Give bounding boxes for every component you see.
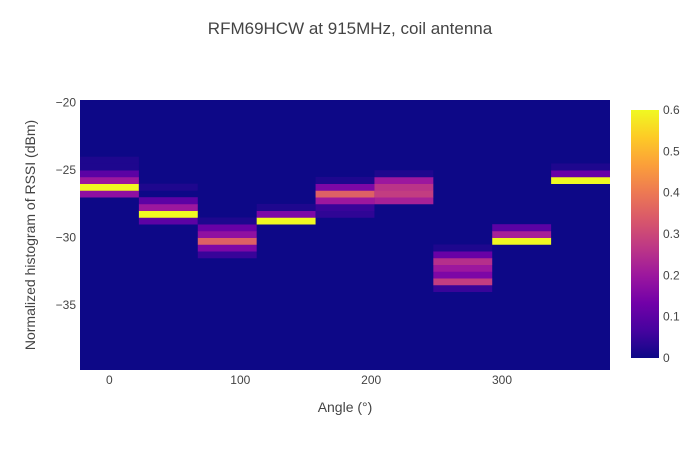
heatmap-cell — [80, 156, 139, 164]
heatmap-cell — [256, 217, 316, 225]
heatmap-cell — [197, 230, 257, 238]
heatmap-cell — [433, 271, 493, 279]
heatmap-cell — [551, 163, 610, 171]
heatmap-cell — [315, 183, 375, 191]
heatmap-cell — [138, 217, 198, 225]
chart-title: RFM69HCW at 915MHz, coil antenna — [208, 19, 493, 38]
heatmap-cell — [197, 244, 257, 252]
y-axis-title: Normalized histogram of RSSI (dBm) — [22, 120, 38, 350]
x-axis-title: Angle (°) — [318, 399, 373, 415]
x-tick-label: 100 — [230, 373, 250, 387]
heatmap-cell — [315, 176, 375, 184]
heatmap-cell — [80, 183, 139, 191]
colorbar-tick-label: 0.6 — [663, 103, 680, 117]
heatmap-cell — [197, 251, 257, 259]
y-tick-label: −30 — [56, 231, 77, 245]
heatmap-cell — [492, 230, 552, 238]
heatmap-cell — [197, 237, 257, 245]
heatmap-cell — [80, 163, 139, 171]
heatmap-cell — [374, 183, 434, 191]
heatmap-cell — [315, 197, 375, 205]
heatmap-cell — [433, 284, 493, 292]
colorbar-tick-label: 0.5 — [663, 144, 680, 158]
colorbar-tick-label: 0 — [663, 351, 670, 365]
heatmap-cells — [80, 156, 610, 292]
x-axis: 0 100 200 300 — [106, 373, 512, 387]
x-tick-label: 0 — [106, 373, 113, 387]
heatmap-cell — [80, 190, 139, 198]
colorbar-tick-label: 0.2 — [663, 268, 680, 282]
colorbar-tick-label: 0.3 — [663, 227, 680, 241]
heatmap-cell — [551, 176, 610, 184]
colorbar-tick-label: 0.4 — [663, 186, 680, 200]
colorbar-tick-label: 0.1 — [663, 310, 680, 324]
heatmap-cell — [315, 210, 375, 218]
heatmap-cell — [138, 183, 198, 191]
heatmap-cell — [315, 203, 375, 211]
heatmap-cell — [138, 203, 198, 211]
heatmap-cell — [492, 237, 552, 245]
heatmap-cell — [374, 176, 434, 184]
heatmap-cell — [138, 197, 198, 205]
heatmap-cell — [374, 197, 434, 205]
heatmap-cell — [492, 224, 552, 232]
heatmap-cell — [433, 257, 493, 265]
heatmap-cell — [433, 264, 493, 272]
y-axis: −20 −25 −30 −35 — [56, 96, 77, 313]
colorbar-ticks: 0.6 0.5 0.4 0.3 0.2 0.1 0 — [663, 103, 680, 365]
heatmap-cell — [433, 278, 493, 286]
x-tick-label: 200 — [361, 373, 381, 387]
heatmap-cell — [374, 190, 434, 198]
heatmap-cell — [197, 217, 257, 225]
colorbar — [631, 110, 659, 358]
x-tick-label: 300 — [492, 373, 512, 387]
y-tick-label: −20 — [56, 96, 77, 110]
heatmap-cell — [433, 244, 493, 252]
heatmap-cell — [256, 210, 316, 218]
heatmap-cell — [80, 176, 139, 184]
heatmap-cell — [197, 224, 257, 232]
heatmap-cell — [315, 190, 375, 198]
heatmap-cell — [138, 210, 198, 218]
heatmap-cell — [256, 203, 316, 211]
y-tick-label: −35 — [56, 298, 77, 312]
y-tick-label: −25 — [56, 163, 77, 177]
heatmap-cell — [80, 170, 139, 178]
heatmap-cell — [551, 170, 610, 178]
heatmap-cell — [374, 170, 434, 178]
heatmap-cell — [433, 251, 493, 259]
